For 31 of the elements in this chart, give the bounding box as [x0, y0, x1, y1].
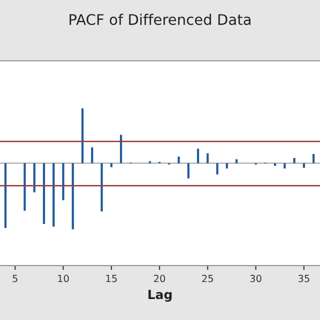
bar	[302, 163, 305, 168]
x-tick-label: 15	[106, 274, 117, 282]
x-tick-label: 30	[250, 274, 262, 282]
bar	[72, 163, 74, 230]
bar	[196, 148, 200, 164]
bar	[42, 163, 46, 224]
x-tick-label: 5	[12, 274, 18, 282]
chart-title: PACF of Differenced Data	[70, 14, 250, 26]
x-tick-label: 25	[202, 274, 213, 282]
bar	[52, 163, 55, 227]
bar	[187, 163, 190, 178]
x-tick-label: 20	[154, 274, 166, 282]
bar	[81, 108, 84, 164]
bar	[206, 153, 209, 164]
bar	[33, 163, 36, 192]
bar	[4, 163, 7, 228]
bar	[284, 163, 286, 168]
bar	[62, 163, 64, 200]
bar	[216, 163, 218, 174]
bar	[312, 154, 315, 164]
bar	[110, 163, 112, 168]
bar	[274, 163, 276, 166]
bar	[235, 159, 238, 164]
bar	[100, 163, 103, 212]
x-tick-label: 10	[58, 274, 69, 282]
x-tick-label: 35	[298, 274, 310, 282]
bar	[178, 156, 180, 164]
x-axis-title: Lag	[148, 290, 172, 302]
bar	[226, 163, 228, 168]
bar	[91, 147, 94, 164]
bar	[24, 163, 26, 211]
